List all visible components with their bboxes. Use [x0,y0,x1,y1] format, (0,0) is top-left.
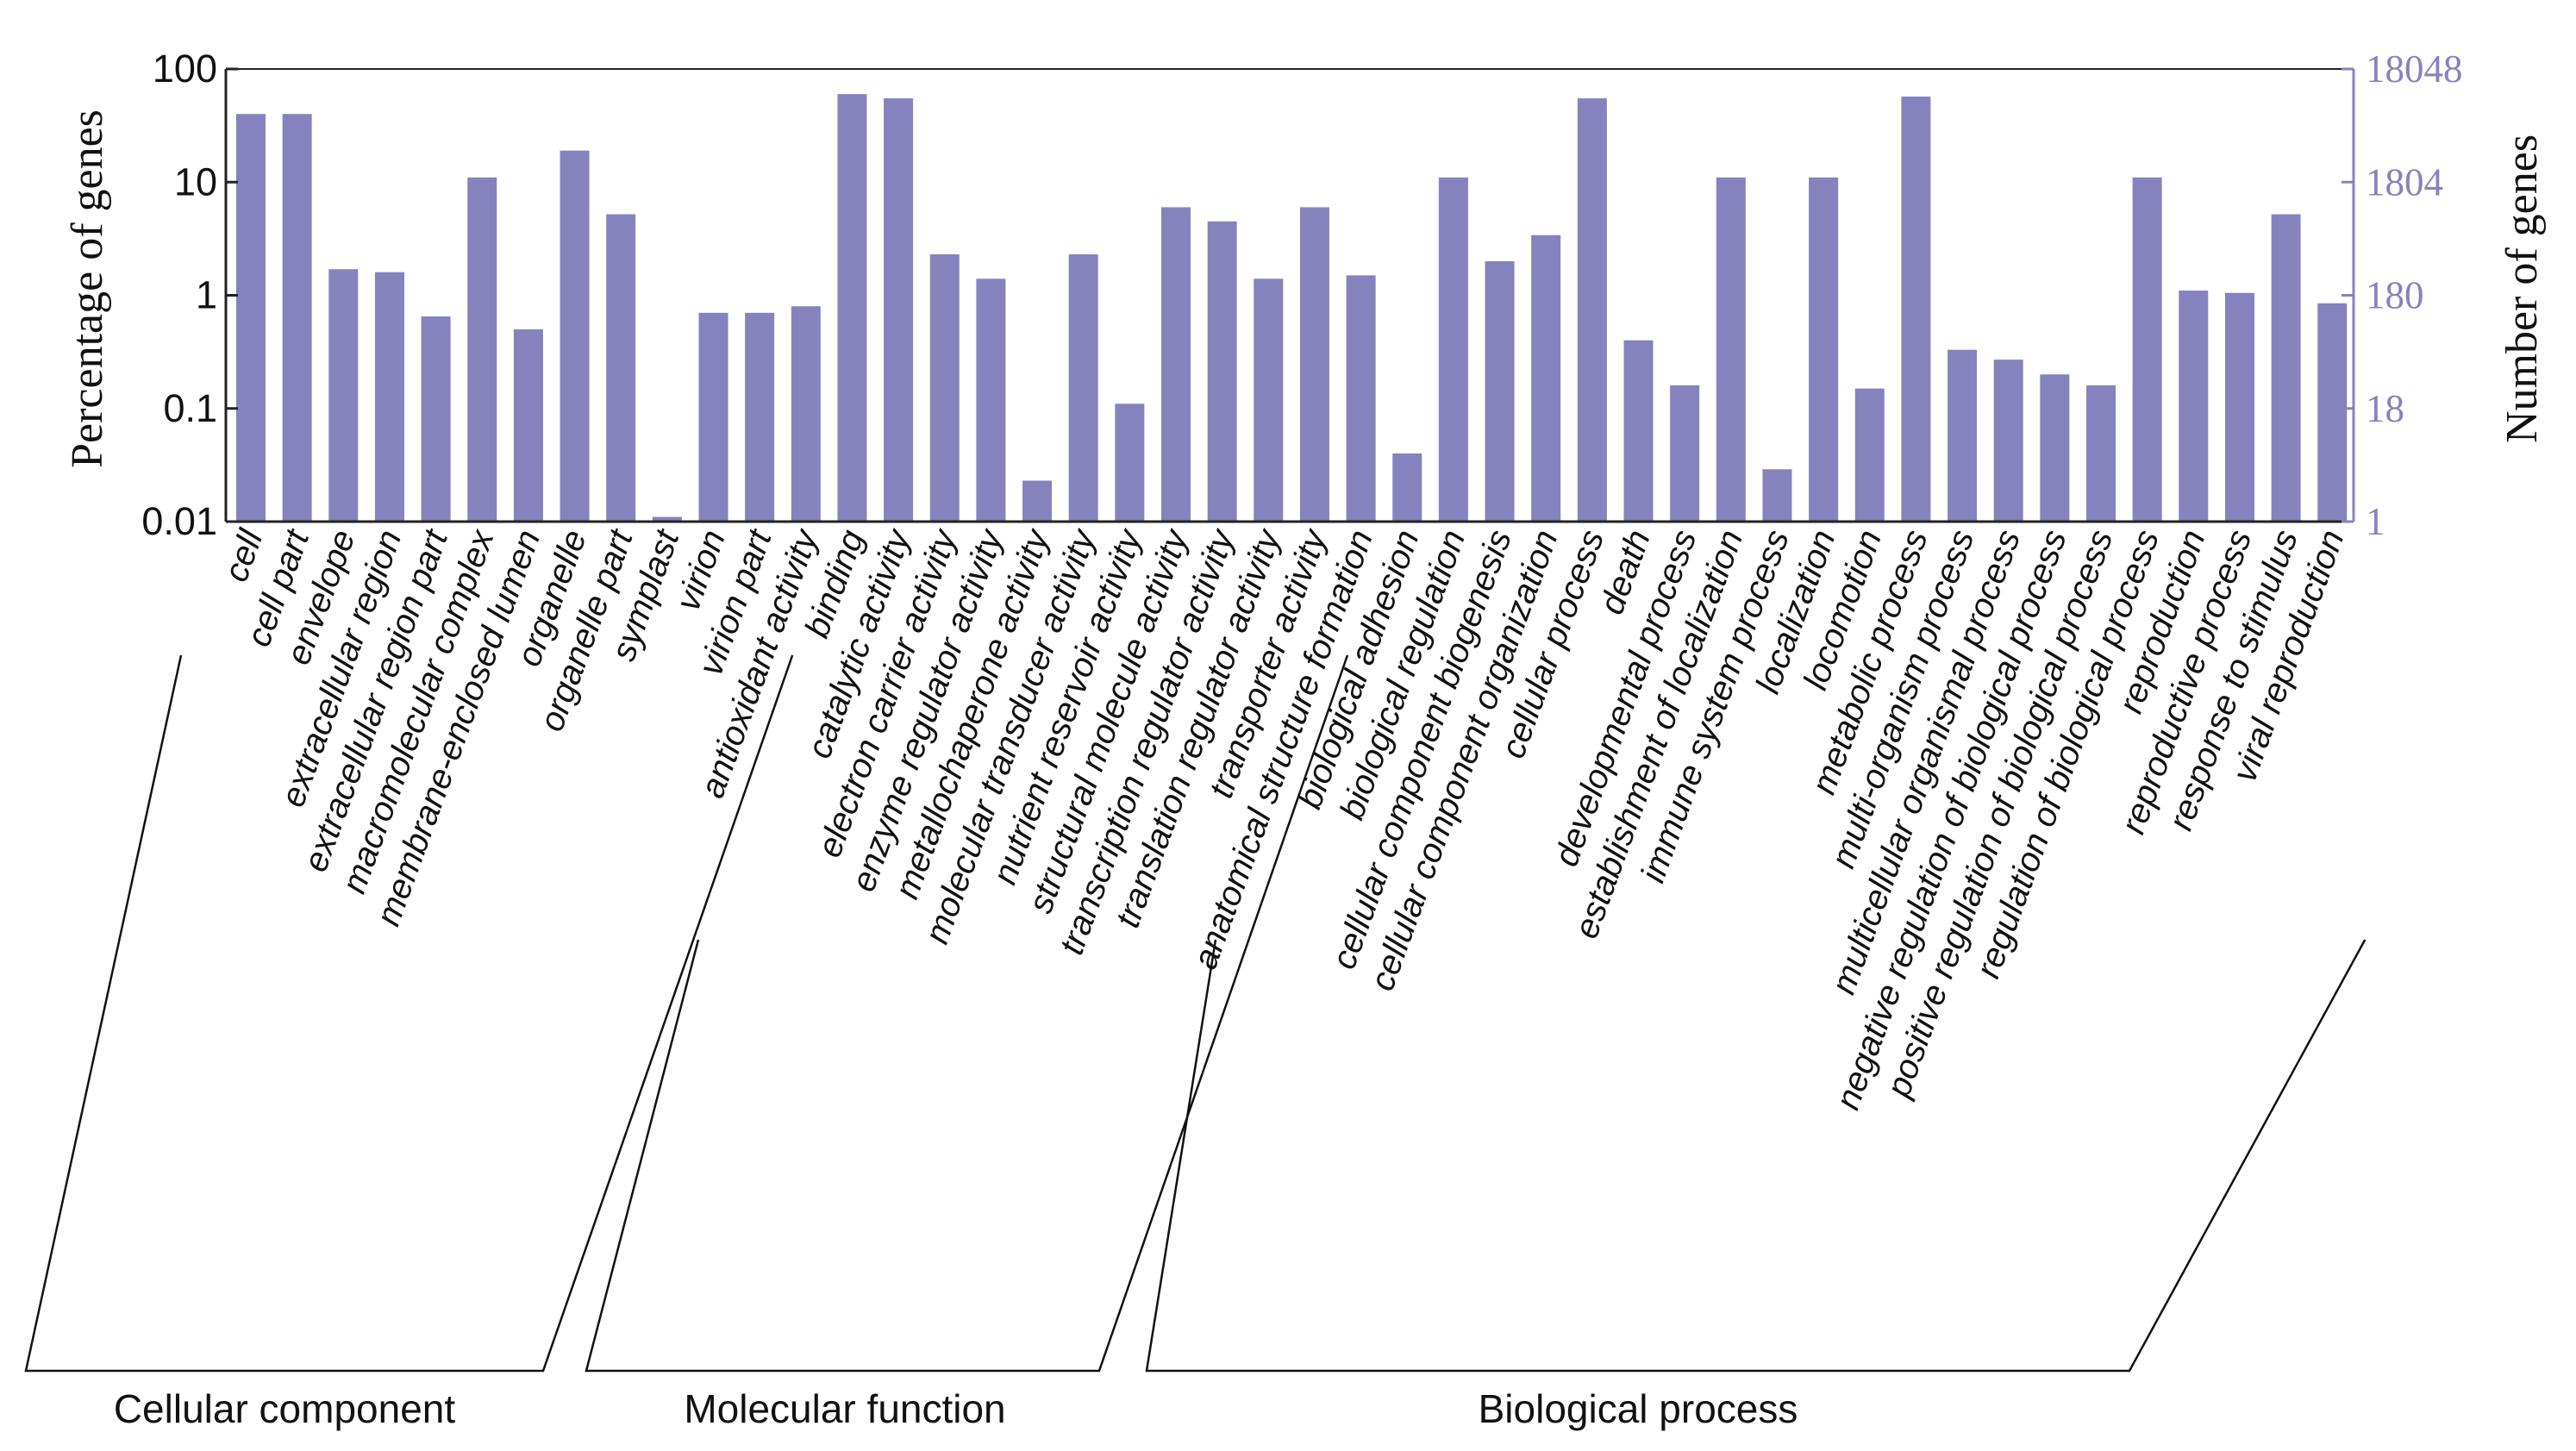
bars-group [236,94,2348,522]
bar [2132,177,2162,522]
bar [1901,97,1931,522]
bar [2086,385,2116,522]
bar [1438,177,1468,522]
bar [1716,177,1746,522]
group-bracket-line [1145,939,2367,1373]
bar [282,114,312,522]
group-label: Cellular component [114,1386,456,1431]
y2-tick-label: 180 [2366,274,2424,317]
bar [791,306,821,522]
bar [1022,480,1053,522]
bar [1854,388,1885,522]
bar [1068,254,1098,522]
bar [1299,207,1329,522]
bar [1392,453,1422,522]
bar [1762,469,1792,522]
bar [1254,278,1284,522]
bar [2271,214,2301,522]
bar [2040,374,2070,522]
y2-tick-label: 1804 [2366,160,2443,203]
bar [374,272,404,522]
bar [1809,177,1839,522]
y-axis-right: 18048 1804 180 18 1 [2342,47,2463,543]
bar [652,516,682,522]
bar [1670,385,1700,522]
y-tick-label: 0.1 [163,386,217,430]
y-tick-label: 100 [153,47,217,91]
bar [1993,360,2023,522]
bar [1531,235,1561,522]
bar [467,177,497,522]
bar [1346,275,1376,522]
group-bracket-line [24,654,794,1373]
group-label: Molecular function [684,1386,1005,1431]
bar [1948,349,1978,522]
bar [2179,291,2209,522]
y-axis-title-right: Number of genes [2498,134,2547,443]
bar [929,254,960,522]
bar [837,94,867,522]
bar [1623,340,1654,522]
bar [884,98,914,522]
y-tick-label: 0.01 [141,499,217,543]
bar [560,150,590,522]
y-tick-label: 1 [196,273,217,317]
y2-tick-label: 18048 [2366,47,2463,91]
bar [1115,403,1145,522]
bar [328,269,359,522]
y-axis-title-left: Percentage of genes [63,109,112,468]
bar [1485,260,1515,522]
bar [421,316,451,522]
bar [2224,292,2254,522]
bar [2317,303,2348,522]
bar [1161,207,1191,522]
bar [236,114,266,522]
group-bracket-line [585,654,1349,1373]
bar [513,329,543,522]
y-tick-label: 10 [174,159,217,203]
bar [1577,98,1607,522]
bar [1207,221,1237,522]
bar [745,312,775,522]
y-axis-left: 100 10 1 0.1 0.01 [141,47,238,543]
y2-tick-label: 18 [2366,387,2404,430]
group-label: Biological process [1479,1386,1798,1431]
group-brackets: Cellular component Molecular function Biol… [24,654,2367,1431]
bar [606,214,636,522]
y2-tick-label: 1 [2366,500,2385,543]
plot-frame [224,68,2355,523]
bar [698,312,728,522]
bar [976,278,1006,522]
